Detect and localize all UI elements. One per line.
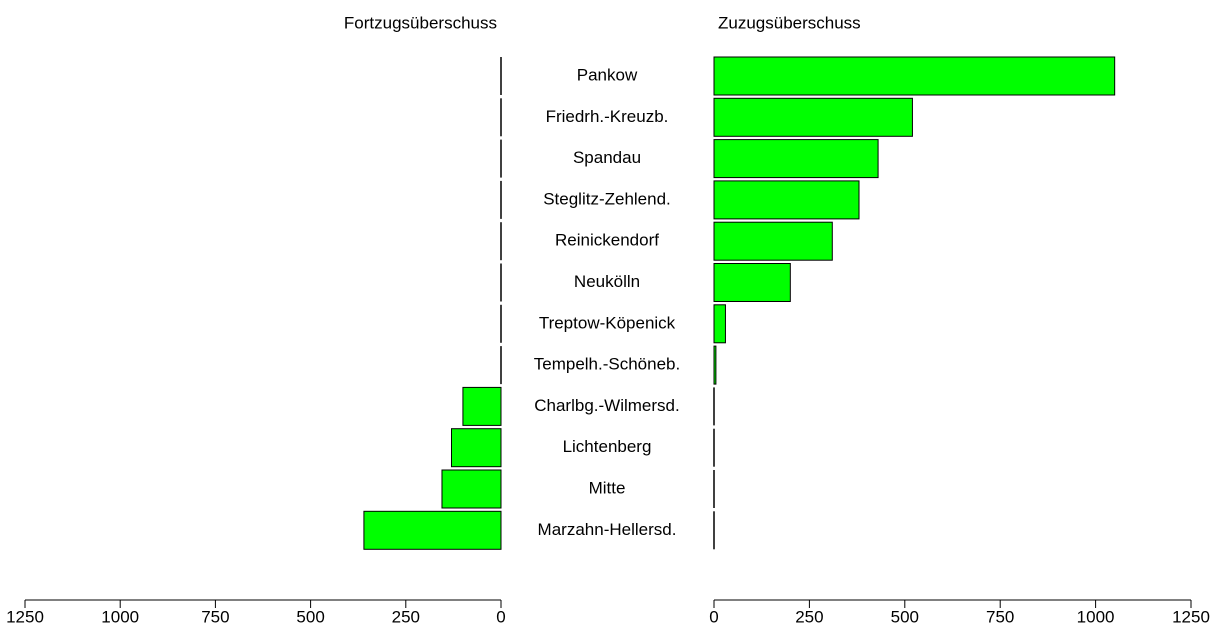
x-tick-label: 0 bbox=[709, 607, 718, 626]
x-tick-label: 250 bbox=[392, 607, 420, 626]
bar bbox=[713, 345, 717, 385]
x-tick-label: 1250 bbox=[1172, 607, 1210, 626]
bar bbox=[713, 221, 833, 261]
bar bbox=[713, 180, 860, 220]
category-label: Steglitz-Zehlend. bbox=[543, 189, 671, 208]
x-tick-label: 750 bbox=[986, 607, 1014, 626]
category-label: Friedrh.-Kreuzb. bbox=[546, 107, 669, 126]
panel-title: Fortzugsüberschuss bbox=[344, 13, 497, 32]
x-tick-label: 1000 bbox=[1077, 607, 1115, 626]
category-label: Tempelh.-Schöneb. bbox=[534, 355, 680, 374]
bar bbox=[713, 304, 726, 344]
x-tick-label: 750 bbox=[201, 607, 229, 626]
bar bbox=[441, 469, 502, 509]
bar bbox=[363, 510, 502, 550]
x-tick-label: 1250 bbox=[6, 607, 44, 626]
category-label: Pankow bbox=[577, 65, 638, 84]
category-label: Lichtenberg bbox=[563, 437, 652, 456]
category-label: Marzahn-Hellersd. bbox=[538, 520, 677, 539]
x-tick-label: 0 bbox=[496, 607, 505, 626]
bar bbox=[713, 263, 791, 302]
bar bbox=[462, 386, 502, 426]
category-label: Neukölln bbox=[574, 272, 640, 291]
panel-title: Zuzugsüberschuss bbox=[718, 13, 861, 32]
bar bbox=[713, 56, 1116, 96]
bar bbox=[713, 97, 913, 137]
x-tick-label: 250 bbox=[795, 607, 823, 626]
x-tick-label: 500 bbox=[891, 607, 919, 626]
category-label: Treptow-Köpenick bbox=[539, 313, 676, 332]
category-label: Charlbg.-Wilmersd. bbox=[534, 396, 679, 415]
bar bbox=[713, 139, 879, 179]
x-tick-label: 1000 bbox=[101, 607, 139, 626]
category-label: Spandau bbox=[573, 148, 641, 167]
x-tick-label: 500 bbox=[296, 607, 324, 626]
bar bbox=[450, 428, 502, 468]
category-label: Mitte bbox=[589, 478, 626, 497]
category-label: Reinickendorf bbox=[555, 231, 659, 250]
